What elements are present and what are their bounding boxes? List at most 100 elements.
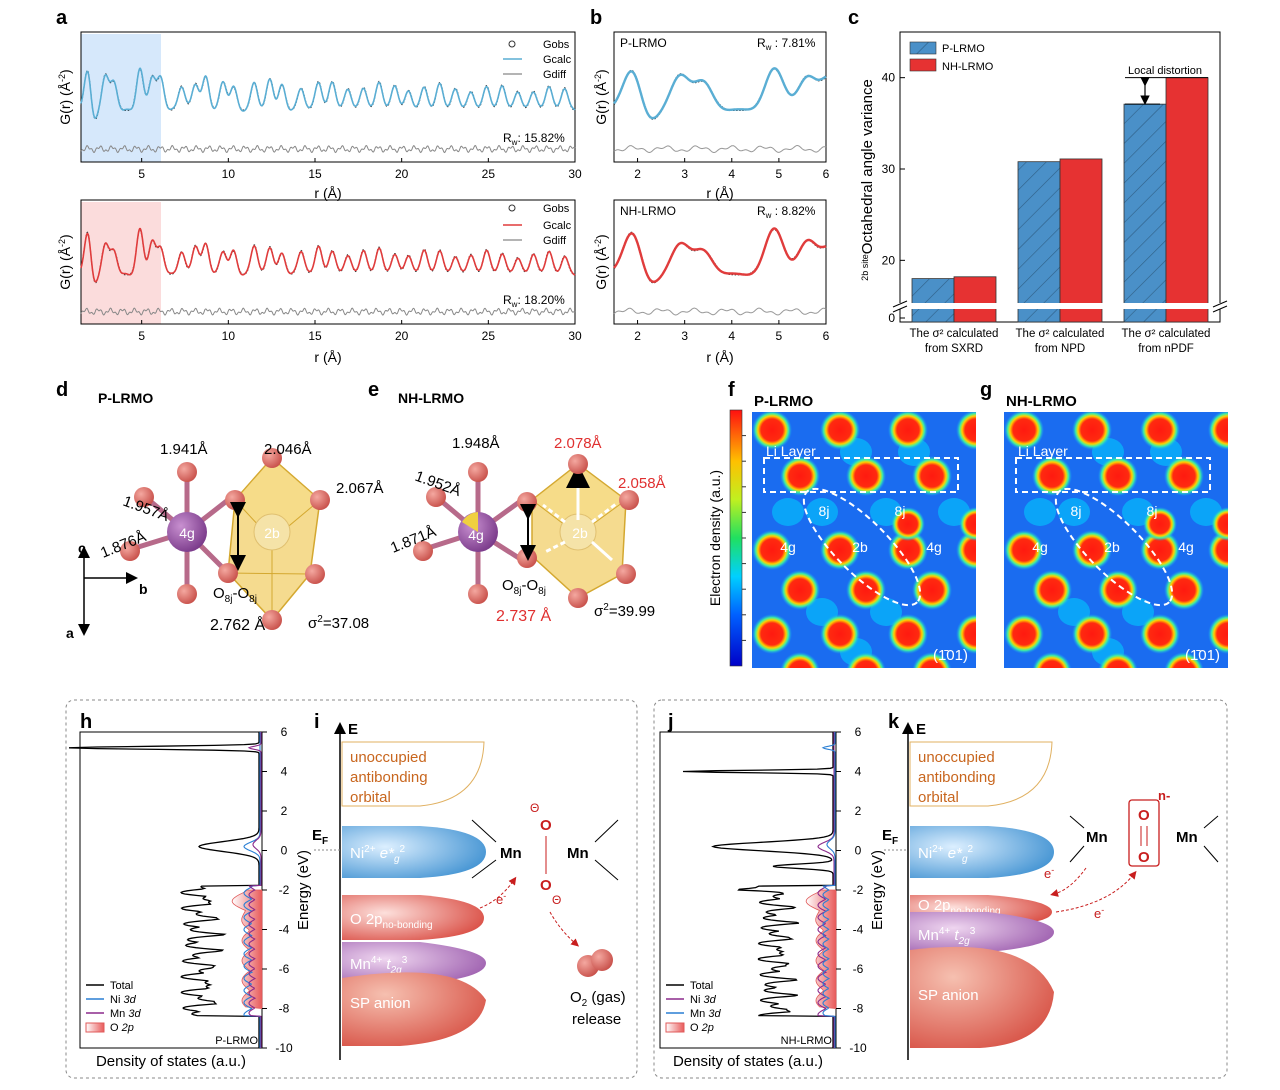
colorbar: Electron density (a.u.) — [707, 409, 746, 667]
o-atom — [616, 564, 636, 584]
sp-anion-band — [342, 972, 486, 1046]
dos-o2p — [231, 889, 263, 1009]
bond-line — [1069, 815, 1085, 829]
panel-title: NH-LRMO — [398, 390, 464, 406]
panel-letter-c: c — [848, 7, 859, 29]
o-o-length: 2.737 Å — [496, 606, 551, 625]
site-label: 4g — [1032, 539, 1048, 555]
rw-text: Rw: 18.20% — [503, 293, 565, 309]
antibonding-label: antibonding — [918, 769, 996, 786]
density-peak — [820, 614, 860, 654]
density-peak — [1164, 570, 1204, 610]
y-tick-label: -8 — [279, 1002, 290, 1016]
x-axis-label: r (Å) — [314, 349, 341, 365]
axis-break — [892, 303, 1228, 309]
bond-line — [471, 819, 497, 843]
bond-length: 2.046Å — [264, 441, 312, 458]
ni-eg-band — [342, 826, 486, 878]
o-o-length: 2.762 Å — [210, 615, 265, 634]
panel-letter-f: f — [728, 379, 735, 401]
dos-series-2 — [247, 732, 262, 1048]
bond-line — [594, 859, 619, 881]
density-peak — [1032, 456, 1072, 496]
y-axis-label: Energy (eV) — [869, 850, 886, 930]
x-tick-label: 20 — [395, 329, 409, 343]
antibonding-label: unoccupied — [918, 749, 995, 766]
peroxo-schematic: Mn Mn O O n- e- e- — [1044, 788, 1219, 921]
gcalc-curve — [80, 67, 576, 120]
ni-eg-label: Ni2+ e*g2 — [350, 844, 406, 865]
category-label: The σ² calculated — [910, 328, 999, 340]
density-peak — [1208, 412, 1228, 450]
sp-anion-band — [910, 946, 1054, 1048]
o-atom — [177, 462, 197, 482]
site-label: 8j — [1147, 503, 1158, 519]
local-distortion-annotation: Local distortion — [1125, 65, 1208, 105]
legend-gobs: Gobs — [543, 39, 570, 51]
distortion-arrow — [542, 503, 566, 524]
density-peak — [1164, 652, 1204, 668]
site-label: 4g — [1178, 539, 1194, 555]
antibonding-label: orbital — [350, 789, 391, 806]
legend-p-lrmo: P-LRMO — [942, 43, 985, 55]
density-peak — [1140, 412, 1180, 450]
x-axis-label: Density of states (a.u.) — [96, 1053, 246, 1070]
y-axis-label: G(r) (Å-2) — [57, 69, 73, 124]
site-2b-label: 2b — [572, 525, 588, 541]
y-axis-label: G(r) (Å-2) — [593, 234, 609, 289]
o-atom — [426, 487, 446, 507]
legend-entry: O 2p — [690, 1022, 714, 1034]
y-tick-label: -2 — [279, 883, 290, 897]
density-peak — [1143, 507, 1177, 541]
density-peak — [891, 507, 925, 541]
density-peak — [956, 412, 976, 450]
density-peak — [912, 456, 952, 496]
gdiff-curve — [613, 307, 827, 316]
y-tick-label: -10 — [849, 1041, 867, 1055]
bond-line — [471, 859, 497, 879]
o-atom — [568, 454, 588, 474]
category-label: The σ² calculated — [1016, 328, 1105, 340]
panel-letter-k: k — [888, 711, 900, 733]
o-atom — [517, 492, 537, 512]
x-tick-labels: 2 3 4 5 6 — [634, 158, 830, 181]
gas-label: O2 (gas) — [570, 989, 626, 1009]
x-tick-label: 30 — [568, 167, 582, 181]
mn-label: Mn — [1086, 829, 1108, 846]
density-peak — [752, 530, 792, 570]
density-peak — [959, 507, 976, 541]
electron-transfer-arrow — [1050, 867, 1087, 897]
electron-label: e- — [1094, 905, 1104, 921]
panel-e-structure: NH-LRMO 2b — [388, 390, 665, 625]
fermi-label: EF — [312, 827, 328, 847]
break-mark — [892, 300, 908, 308]
panel-letter-e: e — [368, 379, 379, 401]
site-4g-label: 4g — [468, 527, 484, 543]
charge-label: n- — [1158, 788, 1170, 803]
energy-axis-label: E — [916, 721, 926, 738]
legend-swatch — [85, 1022, 105, 1033]
density-peak — [1032, 570, 1072, 610]
density-peak — [780, 570, 820, 610]
density-peaks — [1004, 412, 1228, 668]
legend: Gobs Gcalc Gdiff — [503, 203, 572, 247]
o-o-label: O8j-O8j — [502, 577, 546, 597]
x-tick-label: 2 — [634, 167, 641, 181]
y-tick-labels: 6 4 2 0 -2 -4 -6 -8 -10 — [836, 725, 867, 1055]
dos-series-2 — [821, 732, 836, 1048]
site-label: 4g — [780, 539, 796, 555]
panel-j-dos: 6 4 2 0 -2 -4 -6 -8 -10 Energy (eV) Density of sta… — [659, 725, 886, 1070]
li-layer-box — [763, 457, 959, 493]
density-peak — [1140, 530, 1180, 570]
density-peak — [846, 456, 886, 496]
bar-nh-lrmo — [1165, 77, 1209, 323]
legend-entry: Ni 3d — [690, 994, 717, 1006]
panel-a-pdf-fits: Gobs Gcalc Gdiff Rw: 15.82% G(r) (Å-2) 5… — [57, 31, 582, 365]
electron-label: e- — [1044, 865, 1054, 881]
density-peak — [1072, 530, 1112, 570]
legend-gcalc: Gcalc — [543, 54, 572, 66]
density-peak — [888, 530, 928, 570]
category-label: from SXRD — [925, 343, 983, 355]
electron-transfer-arrow — [1055, 870, 1137, 913]
density-peak — [912, 652, 952, 668]
